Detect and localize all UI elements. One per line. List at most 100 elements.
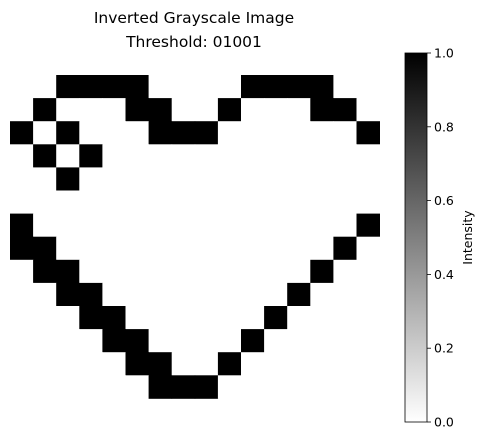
heatmap-cell: [102, 75, 126, 99]
heatmap-cell: [217, 75, 242, 99]
heatmap-cell: [10, 190, 34, 214]
heatmap-cell: [241, 144, 265, 168]
heatmap-cell: [241, 236, 265, 261]
heatmap-cell: [171, 167, 196, 191]
heatmap-cell: [217, 352, 242, 376]
heatmap-cell: [148, 282, 173, 307]
heatmap-cell: [125, 236, 149, 261]
heatmap-cell: [125, 75, 149, 99]
heatmap-cell: [10, 236, 34, 261]
heatmap-cell: [33, 329, 57, 353]
heatmap-cell: [310, 213, 334, 238]
heatmap-cell: [79, 306, 103, 330]
heatmap-cell: [356, 236, 380, 261]
heatmap-cell: [171, 375, 196, 399]
heatmap-cell: [217, 167, 242, 191]
heatmap-cell: [333, 98, 357, 122]
heatmap-cell: [125, 121, 149, 145]
heatmap-cell: [79, 236, 103, 261]
heatmap-cell: [171, 306, 196, 330]
heatmap-cell: [56, 375, 80, 399]
heatmap-cell: [194, 144, 219, 168]
heatmap-cell: [241, 75, 265, 99]
heatmap-cell: [125, 259, 149, 284]
heatmap-cell: [79, 282, 103, 307]
heatmap-cell: [148, 75, 173, 99]
heatmap-cell: [264, 121, 288, 145]
heatmap-cell: [264, 282, 288, 307]
heatmap-cell: [79, 190, 103, 214]
heatmap-cell: [287, 329, 311, 353]
heatmap-cell: [356, 306, 380, 330]
heatmap-cell: [102, 236, 126, 261]
heatmap-cell: [194, 98, 219, 122]
heatmap-cell: [10, 213, 34, 238]
heatmap-cell: [79, 144, 103, 168]
heatmap-cell: [102, 98, 126, 122]
heatmap-cell: [264, 375, 288, 399]
heatmap-cell: [102, 121, 126, 145]
heatmap-cell: [287, 375, 311, 399]
heatmap-cell: [241, 282, 265, 307]
heatmap-cell: [33, 144, 57, 168]
heatmap-cell: [10, 98, 34, 122]
heatmap-cell: [310, 190, 334, 214]
heatmap-cell: [333, 282, 357, 307]
heatmap-cell: [310, 375, 334, 399]
heatmap-cell: [264, 167, 288, 191]
colorbar-tick-label: 1.0: [434, 46, 454, 61]
heatmap-cell: [10, 329, 34, 353]
heatmap-cell: [287, 259, 311, 284]
heatmap-cell: [310, 306, 334, 330]
heatmap-cell: [102, 190, 126, 214]
heatmap-cell: [125, 352, 149, 376]
heatmap-cell: [356, 352, 380, 376]
heatmap-cell: [264, 259, 288, 284]
heatmap-cell: [217, 259, 242, 284]
heatmap-cell: [356, 167, 380, 191]
heatmap-cell: [125, 190, 149, 214]
heatmap-cell: [241, 190, 265, 214]
heatmap-cell: [125, 167, 149, 191]
heatmap-cell: [264, 213, 288, 238]
heatmap-cell: [33, 213, 57, 238]
heatmap-cell: [33, 190, 57, 214]
heatmap-cell: [310, 121, 334, 145]
heatmap-cell: [310, 167, 334, 191]
heatmap-cell: [264, 306, 288, 330]
heatmap-cell: [241, 329, 265, 353]
heatmap-cell: [241, 167, 265, 191]
heatmap-cell: [102, 167, 126, 191]
heatmap-cell: [241, 121, 265, 145]
heatmap-cell: [171, 282, 196, 307]
colorbar-tick-label: 0.0: [434, 415, 454, 430]
heatmap-cell: [217, 282, 242, 307]
heatmap-cell: [171, 236, 196, 261]
heatmap-cell: [148, 375, 173, 399]
heatmap-cell: [287, 190, 311, 214]
heatmap-cell: [194, 236, 219, 261]
heatmap-cell: [148, 98, 173, 122]
heatmap-cell: [56, 352, 80, 376]
heatmap-cell: [287, 213, 311, 238]
heatmap-cell: [171, 75, 196, 99]
heatmap-cell: [194, 259, 219, 284]
heatmap-cell: [171, 190, 196, 214]
heatmap-cell: [217, 121, 242, 145]
heatmap-cell: [33, 306, 57, 330]
heatmap-cell: [102, 306, 126, 330]
colorbar-tick-label: 0.8: [434, 119, 454, 134]
heatmap-cell: [56, 213, 80, 238]
heatmap-cell: [333, 75, 357, 99]
heatmap-cell: [56, 282, 80, 307]
heatmap-cell: [10, 306, 34, 330]
heatmap-cell: [310, 98, 334, 122]
heatmap-cell: [56, 329, 80, 353]
heatmap-cell: [356, 190, 380, 214]
heatmap-cell: [171, 144, 196, 168]
heatmap-cell: [10, 282, 34, 307]
heatmap-cell: [333, 213, 357, 238]
heatmap-cell: [102, 144, 126, 168]
heatmap-cell: [79, 352, 103, 376]
chart-title-line-1: Inverted Grayscale Image: [94, 9, 294, 27]
